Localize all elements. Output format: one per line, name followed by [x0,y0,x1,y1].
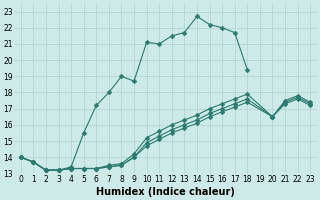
X-axis label: Humidex (Indice chaleur): Humidex (Indice chaleur) [96,187,235,197]
